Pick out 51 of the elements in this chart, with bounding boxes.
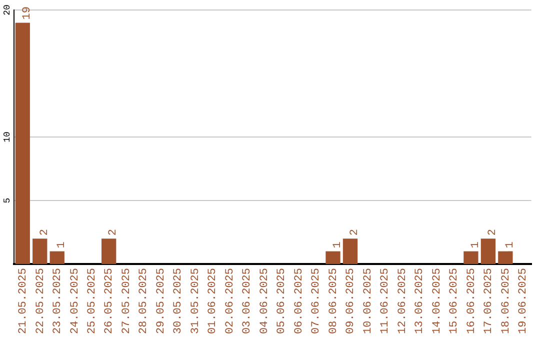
x-tick-label: 28.05.2025 <box>138 268 150 334</box>
x-tick-label: 22.05.2025 <box>34 268 47 334</box>
bar <box>102 238 116 264</box>
x-tick-label: 08.06.2025 <box>328 268 340 334</box>
bar <box>326 251 340 264</box>
x-tick-label: 02.06.2025 <box>224 268 236 334</box>
x-tick-label: 17.06.2025 <box>483 268 496 334</box>
x-tick-label: 24.05.2025 <box>69 268 82 334</box>
x-tick-label: 31.05.2025 <box>190 268 202 334</box>
y-tick-label: 20 <box>2 4 12 16</box>
x-tick-label: 29.05.2025 <box>155 268 168 334</box>
data-label: 1 <box>504 241 516 248</box>
bar <box>480 238 496 264</box>
x-tick-label: 10.06.2025 <box>362 268 374 334</box>
data-label: 2 <box>487 228 500 236</box>
data-label: 1 <box>332 241 344 248</box>
bar <box>464 251 478 264</box>
x-tick-label: 27.05.2025 <box>120 268 133 334</box>
bar <box>498 251 513 264</box>
x-tick-label: 11.06.2025 <box>380 268 392 334</box>
x-tick-label: 18.06.2025 <box>500 268 512 334</box>
x-tick-label: 25.05.2025 <box>86 268 98 334</box>
bar <box>50 251 64 264</box>
x-tick-label: 04.06.2025 <box>258 268 271 334</box>
y-tick-label: 5 <box>2 198 12 204</box>
x-tick-label: 13.06.2025 <box>414 268 426 334</box>
x-tick-label: 26.05.2025 <box>104 268 116 334</box>
bar <box>32 238 48 264</box>
x-tick-label: 21.05.2025 <box>18 268 30 334</box>
data-label: 1 <box>470 241 482 248</box>
bar <box>15 22 30 264</box>
x-tick-label: 05.06.2025 <box>276 268 288 334</box>
x-tick-label: 15.06.2025 <box>448 268 461 334</box>
bar <box>342 238 358 264</box>
data-label: 1 <box>56 241 68 248</box>
y-tick-label: 10 <box>2 132 12 142</box>
data-label: 2 <box>38 228 51 236</box>
x-tick-label: 16.06.2025 <box>466 268 478 334</box>
x-tick-label: 14.06.2025 <box>431 268 444 334</box>
x-tick-label: 01.06.2025 <box>207 268 220 334</box>
data-label: 2 <box>108 228 120 236</box>
x-tick-label: 12.06.2025 <box>396 268 409 334</box>
x-tick-label: 30.05.2025 <box>172 268 185 334</box>
x-tick-label: 09.06.2025 <box>345 268 358 334</box>
data-label: 19 <box>22 6 34 20</box>
x-tick-label: 19.06.2025 <box>518 268 530 334</box>
x-tick-label: 23.05.2025 <box>52 268 64 334</box>
x-tick-label: 07.06.2025 <box>310 268 323 334</box>
data-label: 2 <box>349 228 362 236</box>
x-tick-label: 06.06.2025 <box>293 268 306 334</box>
x-tick-label: 03.06.2025 <box>242 268 254 334</box>
